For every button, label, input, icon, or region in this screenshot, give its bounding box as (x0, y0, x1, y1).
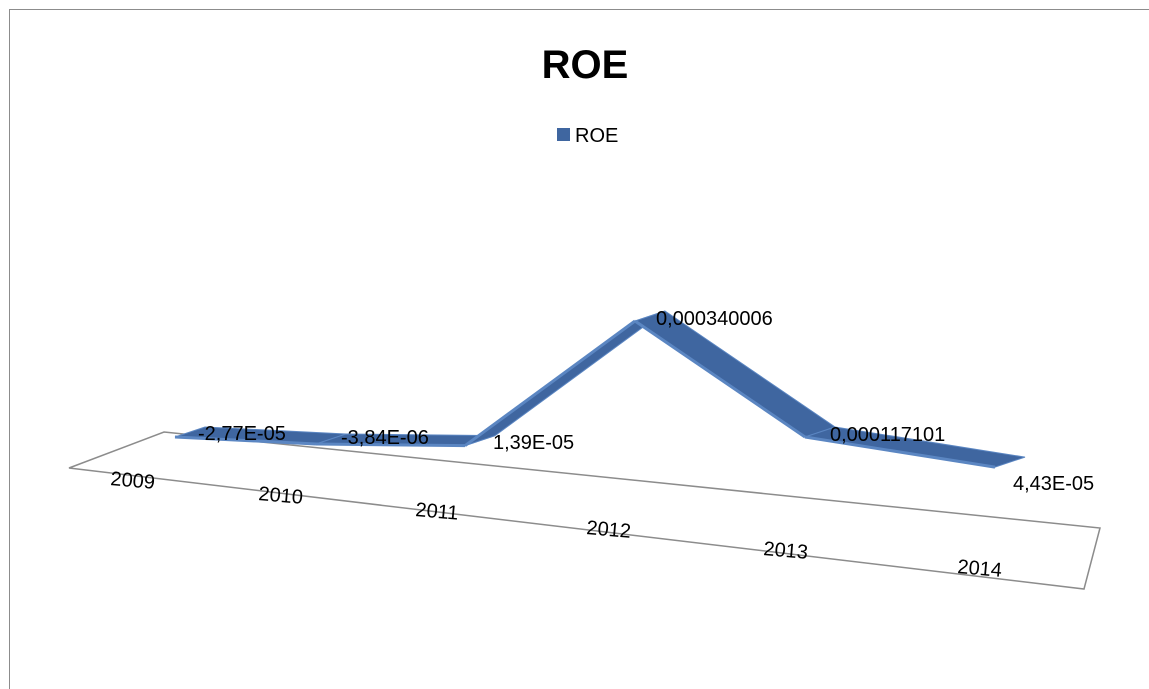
legend-swatch (557, 128, 570, 141)
ribbon-edge-2012-2013 (634, 319, 806, 439)
data-label-2014: 4,43E-05 (1013, 473, 1094, 495)
ribbon-edge-2011-2012 (464, 319, 636, 447)
x-tick-2012: 2012 (586, 517, 632, 543)
data-labels: -2,77E-05 -3,84E-06 1,39E-05 0,000340006 0,0… (198, 308, 1094, 495)
x-tick-2011: 2011 (415, 499, 460, 525)
data-label-2011: 1,39E-05 (493, 432, 574, 454)
data-label-2012: 0,000340006 (656, 308, 773, 330)
series-ribbon (174, 310, 1026, 469)
ribbon-edge-2010-2011 (315, 442, 466, 448)
x-tick-2014: 2014 (957, 556, 1003, 582)
ribbon-edge-2009-2010 (174, 435, 317, 446)
chart-floor (68, 431, 1101, 590)
legend-label: ROE (575, 125, 618, 147)
x-tick-2009: 2009 (110, 468, 156, 494)
data-label-2009: -2,77E-05 (198, 423, 286, 445)
x-axis-ticks: 2009 2010 2011 2012 2013 2014 (110, 468, 1003, 582)
x-tick-2013: 2013 (763, 538, 809, 564)
x-tick-2010: 2010 (258, 483, 304, 509)
data-label-2010: -3,84E-06 (341, 427, 429, 449)
chart-frame (9, 9, 1149, 689)
legend: ROE (557, 125, 618, 147)
ribbon-edge-2013-2014 (804, 435, 996, 469)
chart-title: ROE (542, 43, 629, 87)
data-label-2013: 0,000117101 (830, 424, 945, 446)
